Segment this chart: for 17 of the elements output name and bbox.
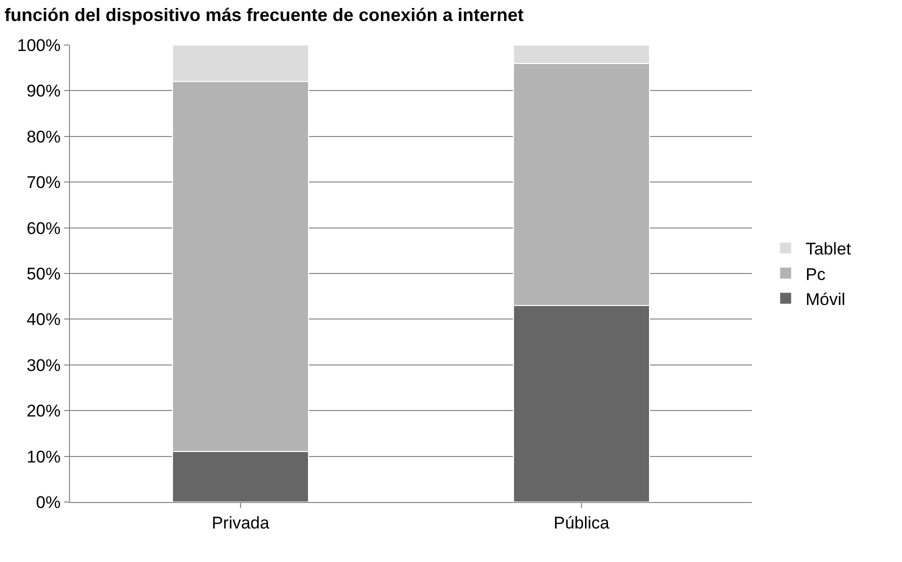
x-tick-label: Pública — [554, 513, 610, 532]
y-tick-label: 60% — [26, 218, 61, 238]
y-tick-label: 40% — [26, 310, 61, 330]
chart-title: función del dispositivo más frecuente de conexión a internet — [4, 5, 524, 26]
legend-label: Tablet — [806, 240, 852, 259]
y-tick-label: 30% — [26, 356, 61, 375]
legend-label: Pc — [806, 264, 826, 284]
y-tick-label: 20% — [26, 402, 61, 421]
y-tick-label: 50% — [26, 264, 61, 284]
y-tick-label: 70% — [26, 173, 61, 192]
y-tick-label: 10% — [26, 447, 61, 466]
y-tick-label: 0% — [36, 492, 61, 512]
y-tick-label: 100% — [17, 36, 61, 55]
y-tick-label: 90% — [26, 82, 61, 101]
y-tick-label: 80% — [26, 127, 61, 146]
legend-label: Móvil — [806, 290, 846, 309]
x-tick-label: Privada — [212, 513, 270, 532]
